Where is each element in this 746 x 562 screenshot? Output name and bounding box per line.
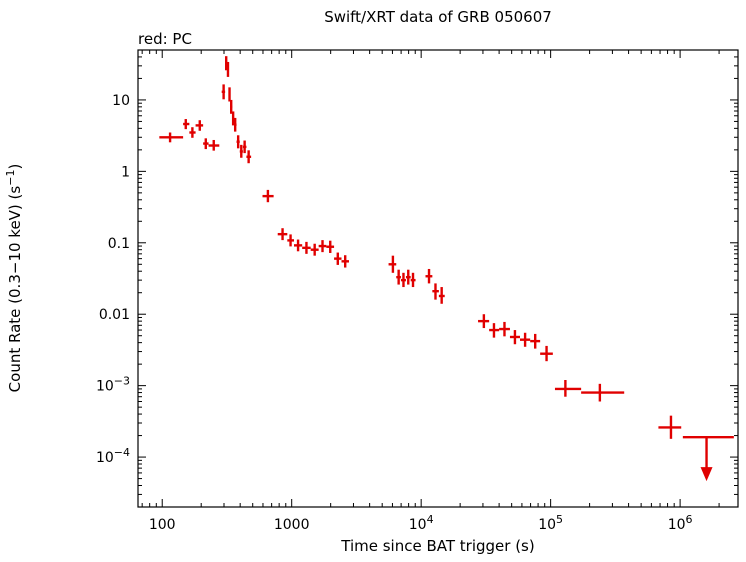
legend-pc-label: red: PC — [138, 30, 192, 48]
svg-text:105: 105 — [538, 513, 563, 533]
svg-text:1: 1 — [121, 164, 130, 180]
y-axis-label: Count Rate (0.3−10 keV) (s−1) — [4, 164, 24, 393]
axis-ticks — [138, 50, 738, 507]
svg-text:100: 100 — [149, 517, 176, 533]
svg-text:10: 10 — [112, 93, 130, 109]
svg-text:104: 104 — [409, 513, 434, 533]
svg-text:1000: 1000 — [274, 517, 310, 533]
svg-text:0.1: 0.1 — [108, 236, 130, 252]
x-axis-label: Time since BAT trigger (s) — [340, 537, 534, 555]
svg-text:10−3: 10−3 — [96, 375, 130, 395]
tick-labels: 100 1000 104 105 106 10 1 0.1 0.01 10−3 10−4 — [96, 93, 693, 533]
svg-text:10−4: 10−4 — [96, 446, 130, 466]
upper-limit-marker — [682, 435, 734, 482]
chart-title: Swift/XRT data of GRB 050607 — [324, 8, 552, 26]
plot-frame — [137, 49, 739, 508]
svg-text:0.01: 0.01 — [99, 307, 130, 323]
svg-text:106: 106 — [668, 513, 693, 533]
data-series-pc — [159, 56, 682, 439]
